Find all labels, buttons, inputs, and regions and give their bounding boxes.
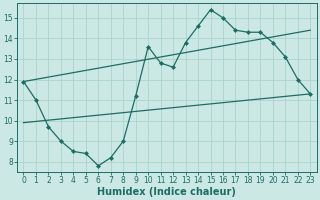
X-axis label: Humidex (Indice chaleur): Humidex (Indice chaleur)	[98, 187, 236, 197]
